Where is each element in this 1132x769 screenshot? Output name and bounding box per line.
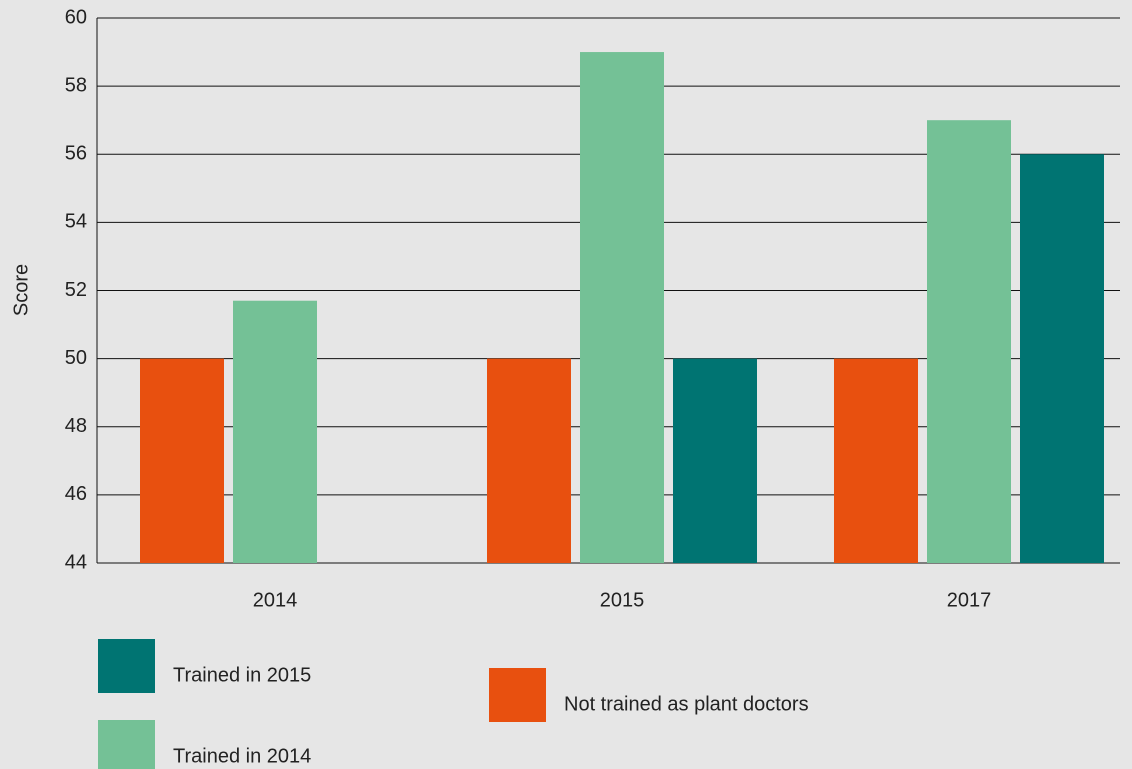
y-tick-label: 56 xyxy=(65,143,87,165)
legend-label: Trained in 2015 xyxy=(173,664,311,686)
y-tick-label: 48 xyxy=(65,415,87,437)
y-tick-label: 46 xyxy=(65,483,87,505)
legend-label: Not trained as plant doctors xyxy=(564,693,809,715)
bar xyxy=(927,120,1011,563)
bar xyxy=(834,358,918,563)
y-tick-label: 58 xyxy=(65,74,87,96)
x-tick-label: 2017 xyxy=(947,589,992,611)
legend-swatch xyxy=(489,668,546,722)
bar xyxy=(673,358,757,563)
legend-swatch xyxy=(98,720,155,769)
y-tick-label: 54 xyxy=(65,211,87,233)
y-tick-label: 50 xyxy=(65,347,87,369)
legend-swatch xyxy=(98,639,155,693)
bar xyxy=(140,358,224,563)
y-tick-label: 44 xyxy=(65,551,87,573)
x-tick-label: 2015 xyxy=(600,589,645,611)
bar xyxy=(233,300,317,563)
bar xyxy=(580,52,664,563)
y-axis-label: Score xyxy=(10,264,32,316)
y-tick-label: 52 xyxy=(65,279,87,301)
x-tick-label: 2014 xyxy=(253,589,298,611)
legend-label: Trained in 2014 xyxy=(173,745,311,767)
y-tick-label: 60 xyxy=(65,6,87,28)
bar xyxy=(487,358,571,563)
bar xyxy=(1020,154,1104,563)
